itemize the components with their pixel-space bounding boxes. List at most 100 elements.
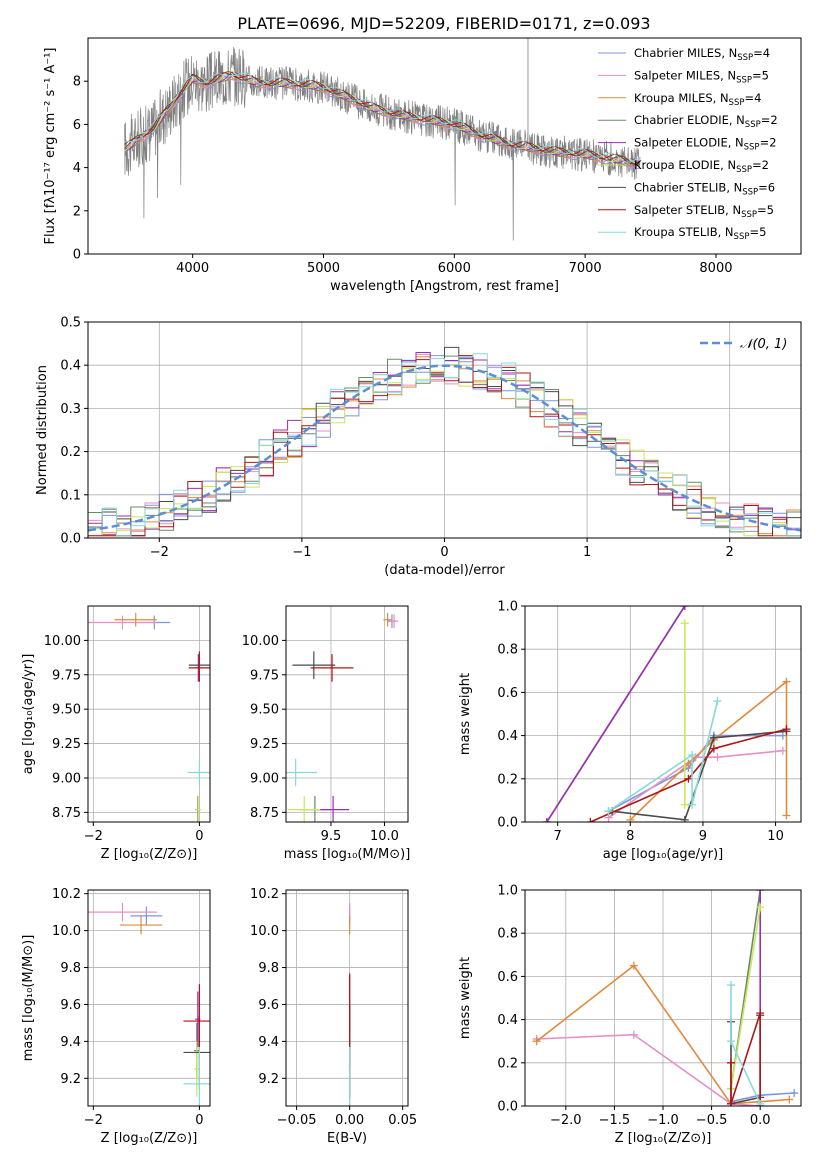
- plot-marks: [286, 612, 399, 822]
- weight-point-marker: [756, 903, 765, 912]
- legend-value: =5: [752, 68, 769, 82]
- residual-histogram-line: [88, 353, 801, 537]
- legend-subscript: SSP: [737, 53, 753, 63]
- y-tick-label: 2: [73, 204, 81, 219]
- legend-text: Kroupa ELODIE, N: [634, 158, 736, 172]
- y-tick-label: 10.0: [52, 924, 81, 939]
- y-tick-label: 9.6: [258, 998, 279, 1013]
- figure-title: PLATE=0696, MJD=52209, FIBERID=0171, z=0…: [237, 14, 650, 33]
- x-tick-label: 7: [554, 829, 562, 844]
- legend-entry: Salpeter STELIB, NSSP=5: [634, 203, 774, 220]
- y-tick-label: 0.0: [497, 1100, 518, 1115]
- y-axis-label: mass [log₁₀(M/M⊙)]: [21, 935, 36, 1062]
- legend-entry: Kroupa STELIB, NSSP=5: [634, 225, 766, 242]
- y-tick-label: 9.50: [52, 703, 81, 718]
- y-tick-label: 0.6: [497, 970, 518, 985]
- legend-entry: Kroupa MILES, NSSP=4: [634, 91, 761, 108]
- y-tick-label: 0: [73, 248, 81, 263]
- x-tick-label: 4000: [176, 261, 209, 276]
- x-tick-label: −1: [292, 545, 311, 560]
- weight-point-marker: [688, 800, 697, 809]
- legend-value: =2: [752, 158, 769, 172]
- x-axis-label: wavelength [Angstrom, rest frame]: [330, 279, 559, 294]
- axes-frame: −2 −1 0 1 2 0.0 0.1 0.2 0.3 0.4 0.5 (data-model)/er…: [35, 316, 802, 578]
- legend-value: =2: [761, 113, 778, 127]
- y-tick-label: 9.75: [250, 668, 279, 683]
- weight-point-marker: [709, 744, 718, 753]
- axes-mass-vs-Z: −2 0 9.2 9.4 9.6 9.8 10.0 10.2 Z [log₁₀(Z/Z⊙)] ma…: [21, 887, 211, 1146]
- weight-point-marker: [713, 753, 722, 762]
- weight-point-marker: [727, 1099, 736, 1106]
- legend-value: =4: [753, 46, 770, 60]
- x-tick-label: 5000: [307, 261, 340, 276]
- x-axis-label: E(B-V): [327, 1131, 367, 1146]
- y-tick-label: 9.6: [60, 998, 81, 1013]
- weight-point-marker: [709, 733, 718, 742]
- legend-entry: Kroupa ELODIE, NSSP=2: [634, 158, 769, 175]
- axes-weight-vs-Z: −2.0 −1.5 −1.0 −0.5 0.0 0.0 0.2 0.4 0.6 0.8 1.0 Z […: [458, 884, 802, 1146]
- weight-point-marker: [756, 1009, 765, 1018]
- y-tick-label: 9.00: [250, 771, 279, 786]
- y-tick-label: 10.00: [44, 634, 81, 649]
- y-tick-label: 1.0: [497, 600, 518, 615]
- axes-border: [87, 37, 802, 255]
- y-tick-label: 9.25: [250, 737, 279, 752]
- y-tick-label: 0.4: [60, 359, 81, 374]
- weight-point-marker: [680, 619, 689, 628]
- weight-point-marker: [778, 731, 787, 740]
- x-tick-label: −2: [150, 545, 169, 560]
- y-tick-label: 0.1: [60, 488, 81, 503]
- x-tick-label: 0: [195, 1113, 203, 1128]
- legend-entry: Salpeter MILES, NSSP=5: [634, 68, 769, 85]
- legend-text: Kroupa MILES, N: [634, 91, 729, 105]
- legend-subscript: SSP: [736, 75, 752, 85]
- model-spectrum-line: [124, 72, 640, 163]
- axes-spectrum: 4000 5000 6000 7000 8000 0 2 4 6 8 wavelength [Ang…: [43, 37, 802, 294]
- x-tick-label: 0.00: [335, 1113, 364, 1128]
- axes-age-vs-Z: −2 0 8.75 9.00 9.25 9.50 9.75 10.00 Z [log₁₀(Z/Z…: [21, 605, 211, 862]
- legend-text: Salpeter ELODIE, N: [634, 136, 744, 150]
- x-tick-label: 0: [195, 829, 203, 844]
- x-tick-label: 0.0: [750, 1113, 771, 1128]
- weight-point-marker: [782, 677, 791, 686]
- axes-border: [285, 605, 409, 823]
- y-axis-label: mass weight: [458, 957, 473, 1039]
- x-tick-label: −2: [84, 829, 103, 844]
- axes-frame: 7 8 9 10 0.0 0.2 0.4 0.6 0.8 1.0 age [log₁₀(age/yr…: [458, 600, 802, 862]
- y-tick-label: 9.8: [60, 961, 81, 976]
- x-tick-label: −0.5: [696, 1113, 728, 1128]
- plot-marks: [88, 346, 801, 537]
- y-tick-label: 0.5: [60, 316, 81, 331]
- weight-series-line: [590, 728, 787, 822]
- x-tick-label: 9.5: [321, 829, 342, 844]
- plot-area: [286, 606, 408, 822]
- axes-frame: −2 0 8.75 9.00 9.25 9.50 9.75 10.00 Z [log₁₀(Z/Z…: [21, 605, 211, 862]
- weight-point-marker: [626, 815, 635, 822]
- y-tick-label: 9.25: [52, 737, 81, 752]
- x-axis-label: mass [log₁₀(M/M⊙)]: [284, 847, 411, 862]
- weight-series-line: [536, 1033, 761, 1106]
- y-tick-label: 0.0: [497, 816, 518, 831]
- y-tick-label: 9.4: [60, 1035, 81, 1050]
- legend-subscript: SSP: [736, 165, 752, 175]
- weight-point-marker: [782, 725, 791, 734]
- y-tick-label: 9.00: [52, 771, 81, 786]
- plot-area: [286, 890, 408, 1106]
- y-tick-label: 8.75: [250, 806, 279, 821]
- x-tick-label: −0.05: [277, 1113, 317, 1128]
- weight-point-marker: [680, 815, 689, 822]
- x-tick-label: 6000: [438, 261, 471, 276]
- x-tick-label: 9: [699, 829, 707, 844]
- y-tick-label: 9.2: [60, 1072, 81, 1087]
- legend-value: =2: [760, 136, 777, 150]
- x-tick-label: 1: [583, 545, 591, 560]
- plot-marks: [88, 612, 210, 822]
- weight-point-marker: [604, 807, 613, 816]
- axes-weight-vs-age: 7 8 9 10 0.0 0.2 0.4 0.6 0.8 1.0 age [log₁₀(age/yr…: [458, 600, 802, 862]
- residual-legend: 𝒩(0, 1): [700, 337, 787, 352]
- x-tick-label: 2: [726, 545, 734, 560]
- x-tick-label: 0.05: [388, 1113, 417, 1128]
- weight-point-marker: [782, 811, 791, 820]
- y-tick-label: 9.50: [250, 703, 279, 718]
